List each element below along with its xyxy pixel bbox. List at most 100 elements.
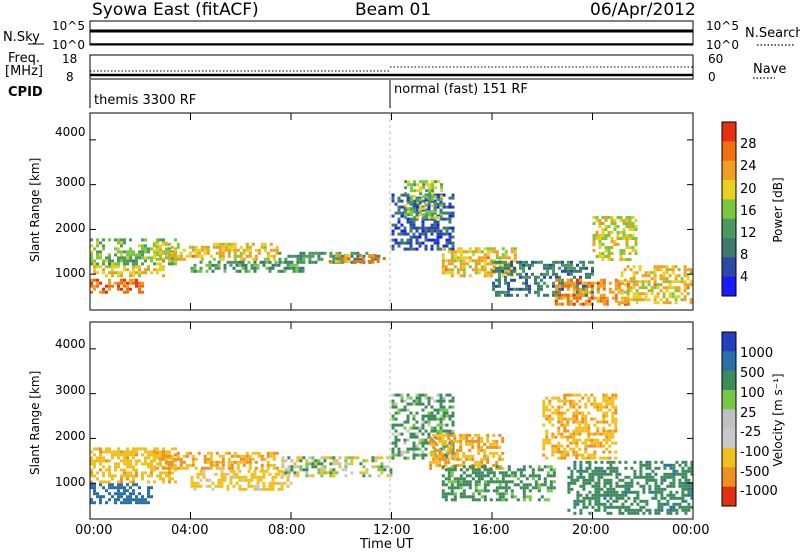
heatmap-cell <box>468 265 472 269</box>
heatmap-cell <box>563 450 567 454</box>
heatmap-cell <box>422 186 426 190</box>
heatmap-cell <box>138 501 141 505</box>
heatmap-cell <box>415 432 419 436</box>
heatmap-cell <box>281 465 285 469</box>
heatmap-cell <box>612 487 616 491</box>
heatmap-cell <box>450 274 454 278</box>
heatmap-cell <box>684 478 688 482</box>
heatmap-cell <box>465 480 469 484</box>
heatmap-cell <box>613 225 617 228</box>
heatmap-cell <box>415 211 419 215</box>
heatmap-cell <box>450 442 454 446</box>
heatmap-cell <box>280 269 284 273</box>
heatmap-cell <box>566 281 570 285</box>
heatmap-cell <box>605 402 609 406</box>
heatmap-cell <box>293 474 297 478</box>
heatmap-cell <box>549 483 553 487</box>
heatmap-cell <box>397 241 401 245</box>
heatmap-cell <box>656 292 660 296</box>
heatmap-cell <box>480 489 484 493</box>
heatmap-cell <box>150 259 153 263</box>
heatmap-cell <box>501 457 505 461</box>
heatmap-cell <box>167 257 171 261</box>
heatmap-cell <box>531 468 535 472</box>
heatmap-cell <box>617 301 621 305</box>
heatmap-cell <box>489 247 493 251</box>
heatmap-cell <box>359 462 363 466</box>
heatmap-cell <box>262 260 266 264</box>
heatmap-cell <box>424 193 428 197</box>
heatmap-cell <box>317 254 321 258</box>
heatmap-cell <box>590 293 594 297</box>
heatmap-cell <box>114 501 117 505</box>
heatmap-cell <box>592 216 596 219</box>
heatmap-cell <box>247 481 251 485</box>
heatmap-cell <box>605 441 609 445</box>
heatmap-cell <box>516 483 520 487</box>
heatmap-cell <box>435 433 439 437</box>
heatmap-cell <box>214 266 218 270</box>
heatmap-cell <box>410 198 414 202</box>
heatmap-cell <box>641 286 645 290</box>
heatmap-cell <box>418 393 422 397</box>
heatmap-cell <box>660 508 664 512</box>
heatmap-cell <box>546 489 550 493</box>
heatmap-cell <box>681 472 685 476</box>
heatmap-cell <box>551 432 555 436</box>
heatmap-cell <box>212 245 216 249</box>
heatmap-cell <box>647 280 651 284</box>
heatmap-cell <box>308 462 312 466</box>
heatmap-cell <box>477 471 481 475</box>
heatmap-cell <box>632 265 636 269</box>
heatmap-cell <box>299 465 303 469</box>
heatmap-cell <box>156 238 159 242</box>
heatmap-cell <box>663 472 667 476</box>
heatmap-cell <box>606 490 610 494</box>
heatmap-cell <box>584 281 588 285</box>
heatmap-cell <box>132 480 135 484</box>
heatmap-cell <box>672 505 676 509</box>
cpid-mode-1: themis 3300 RF <box>94 93 197 108</box>
heatmap-cell <box>545 405 549 409</box>
heatmap-cell <box>519 474 523 478</box>
heatmap-cell <box>570 263 573 267</box>
heatmap-cell <box>563 447 567 451</box>
heatmap-cell <box>301 266 305 270</box>
heatmap-cell <box>242 251 246 255</box>
heatmap-cell <box>141 453 144 457</box>
heatmap-cell <box>549 263 552 267</box>
heatmap-cell <box>459 262 463 266</box>
heatmap-cell <box>599 420 603 424</box>
heatmap-cell <box>444 483 448 487</box>
heatmap-cell <box>296 257 300 261</box>
heatmap-cell <box>456 486 460 490</box>
heatmap-cell <box>114 265 117 269</box>
heatmap-cell <box>329 474 333 478</box>
heatmap-cell <box>609 478 613 482</box>
heatmap-cell <box>567 266 570 270</box>
heatmap-cell <box>590 393 594 397</box>
heatmap-cell <box>99 483 102 487</box>
heatmap-cell <box>93 459 96 463</box>
heatmap-cell <box>498 495 502 499</box>
heatmap-cell <box>448 393 452 397</box>
heatmap-cell <box>323 251 327 255</box>
heatmap-cell <box>451 226 455 230</box>
heatmap-cell <box>412 444 416 448</box>
heatmap-cell <box>566 450 570 454</box>
heatmap-cell <box>551 411 555 415</box>
heatmap-cell <box>262 475 266 479</box>
heatmap-cell <box>579 269 582 273</box>
heatmap-cell <box>603 493 607 497</box>
heatmap-cell <box>409 435 413 439</box>
heatmap-cell <box>593 402 597 406</box>
heatmap-cell <box>675 460 679 464</box>
heatmap-cell <box>391 402 395 406</box>
heatmap-cell <box>335 459 339 463</box>
heatmap-cell <box>677 280 681 284</box>
heatmap-cell <box>451 399 455 403</box>
heatmap-cell <box>144 501 147 505</box>
heatmap-cell <box>253 469 257 473</box>
heatmap-cell <box>671 295 675 299</box>
heatmap-cell <box>681 469 685 473</box>
